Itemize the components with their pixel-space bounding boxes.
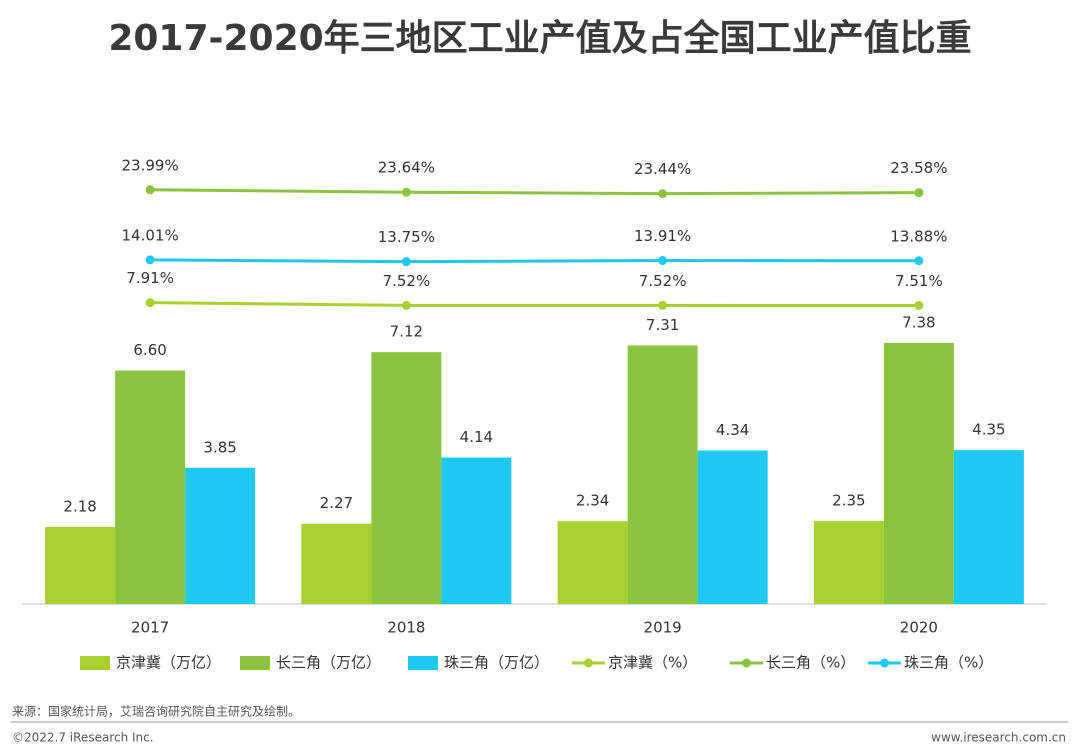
legend-swatch bbox=[880, 658, 889, 668]
source: 来源：国家统计局，艾瑞咨询研究院自主研究及绘制。 bbox=[12, 704, 300, 719]
value-label: 7.12 bbox=[390, 323, 423, 341]
value-label: 23.99% bbox=[122, 156, 179, 174]
bar bbox=[371, 352, 442, 604]
point bbox=[145, 298, 155, 308]
x-tick-label: 2017 bbox=[131, 619, 169, 637]
value-label: 4.35 bbox=[972, 421, 1005, 439]
legend-label: 珠三角（万亿） bbox=[444, 654, 549, 672]
bar bbox=[813, 520, 884, 604]
bar bbox=[627, 345, 698, 604]
value-label: 4.14 bbox=[460, 428, 493, 446]
value-label: 7.52% bbox=[383, 272, 431, 290]
bar bbox=[557, 521, 628, 604]
point bbox=[658, 189, 668, 199]
bar bbox=[301, 523, 372, 604]
x-tick-label: 2020 bbox=[900, 619, 938, 637]
legend-label: 京津冀（%） bbox=[608, 654, 697, 672]
value-label: 2.27 bbox=[320, 494, 353, 512]
value-label: 7.91% bbox=[126, 269, 174, 287]
value-label: 14.01% bbox=[122, 226, 179, 244]
value-label: 23.44% bbox=[634, 160, 691, 178]
line bbox=[150, 258, 919, 264]
value-label: 2.35 bbox=[832, 491, 865, 509]
legend-swatch bbox=[240, 656, 270, 670]
value-label: 7.51% bbox=[895, 272, 943, 290]
point bbox=[658, 300, 668, 310]
point bbox=[401, 300, 411, 310]
x-tick-label: 2019 bbox=[644, 619, 682, 637]
point bbox=[914, 256, 924, 266]
value-label: 23.64% bbox=[378, 159, 435, 177]
value-label: 4.34 bbox=[716, 421, 749, 439]
point bbox=[914, 300, 924, 310]
point bbox=[145, 185, 155, 195]
value-label: 3.85 bbox=[203, 438, 236, 456]
value-label: 7.31 bbox=[646, 316, 679, 334]
bar bbox=[115, 370, 186, 604]
legend-swatch bbox=[80, 656, 110, 670]
value-label: 2.18 bbox=[63, 497, 96, 515]
bar bbox=[953, 450, 1024, 604]
legend-label: 珠三角（%） bbox=[904, 654, 993, 672]
point bbox=[401, 187, 411, 197]
legend-label: 长三角（万亿） bbox=[276, 654, 381, 672]
value-label: 13.88% bbox=[890, 227, 947, 245]
value-label: 7.38 bbox=[902, 313, 935, 331]
legend-label: 长三角（%） bbox=[766, 654, 855, 672]
value-label: 7.52% bbox=[639, 272, 687, 290]
footer-right: www.iresearch.com.cn bbox=[931, 731, 1066, 745]
value-label: 13.91% bbox=[634, 227, 691, 245]
legend-swatch bbox=[408, 656, 438, 670]
value-label: 2.34 bbox=[576, 492, 609, 510]
value-label: 23.58% bbox=[890, 159, 947, 177]
legend-label: 京津冀（万亿） bbox=[116, 654, 221, 672]
line bbox=[150, 301, 919, 307]
point bbox=[914, 188, 924, 198]
bar bbox=[185, 467, 256, 604]
bar bbox=[45, 526, 116, 604]
value-label: 6.60 bbox=[133, 341, 166, 359]
legend-swatch bbox=[584, 658, 593, 668]
bar bbox=[697, 450, 768, 604]
footer-left: ©2022.7 iResearch Inc. bbox=[12, 731, 154, 745]
bar bbox=[883, 342, 954, 604]
point bbox=[658, 256, 668, 266]
value-label: 13.75% bbox=[378, 228, 435, 246]
point bbox=[401, 257, 411, 267]
point bbox=[145, 255, 155, 265]
x-tick-label: 2018 bbox=[387, 619, 425, 637]
line bbox=[150, 188, 919, 196]
bar bbox=[441, 457, 512, 604]
chart-title: 2017-2020年三地区工业产值及占全国工业产值比重 bbox=[108, 17, 971, 59]
legend-swatch bbox=[742, 658, 751, 668]
